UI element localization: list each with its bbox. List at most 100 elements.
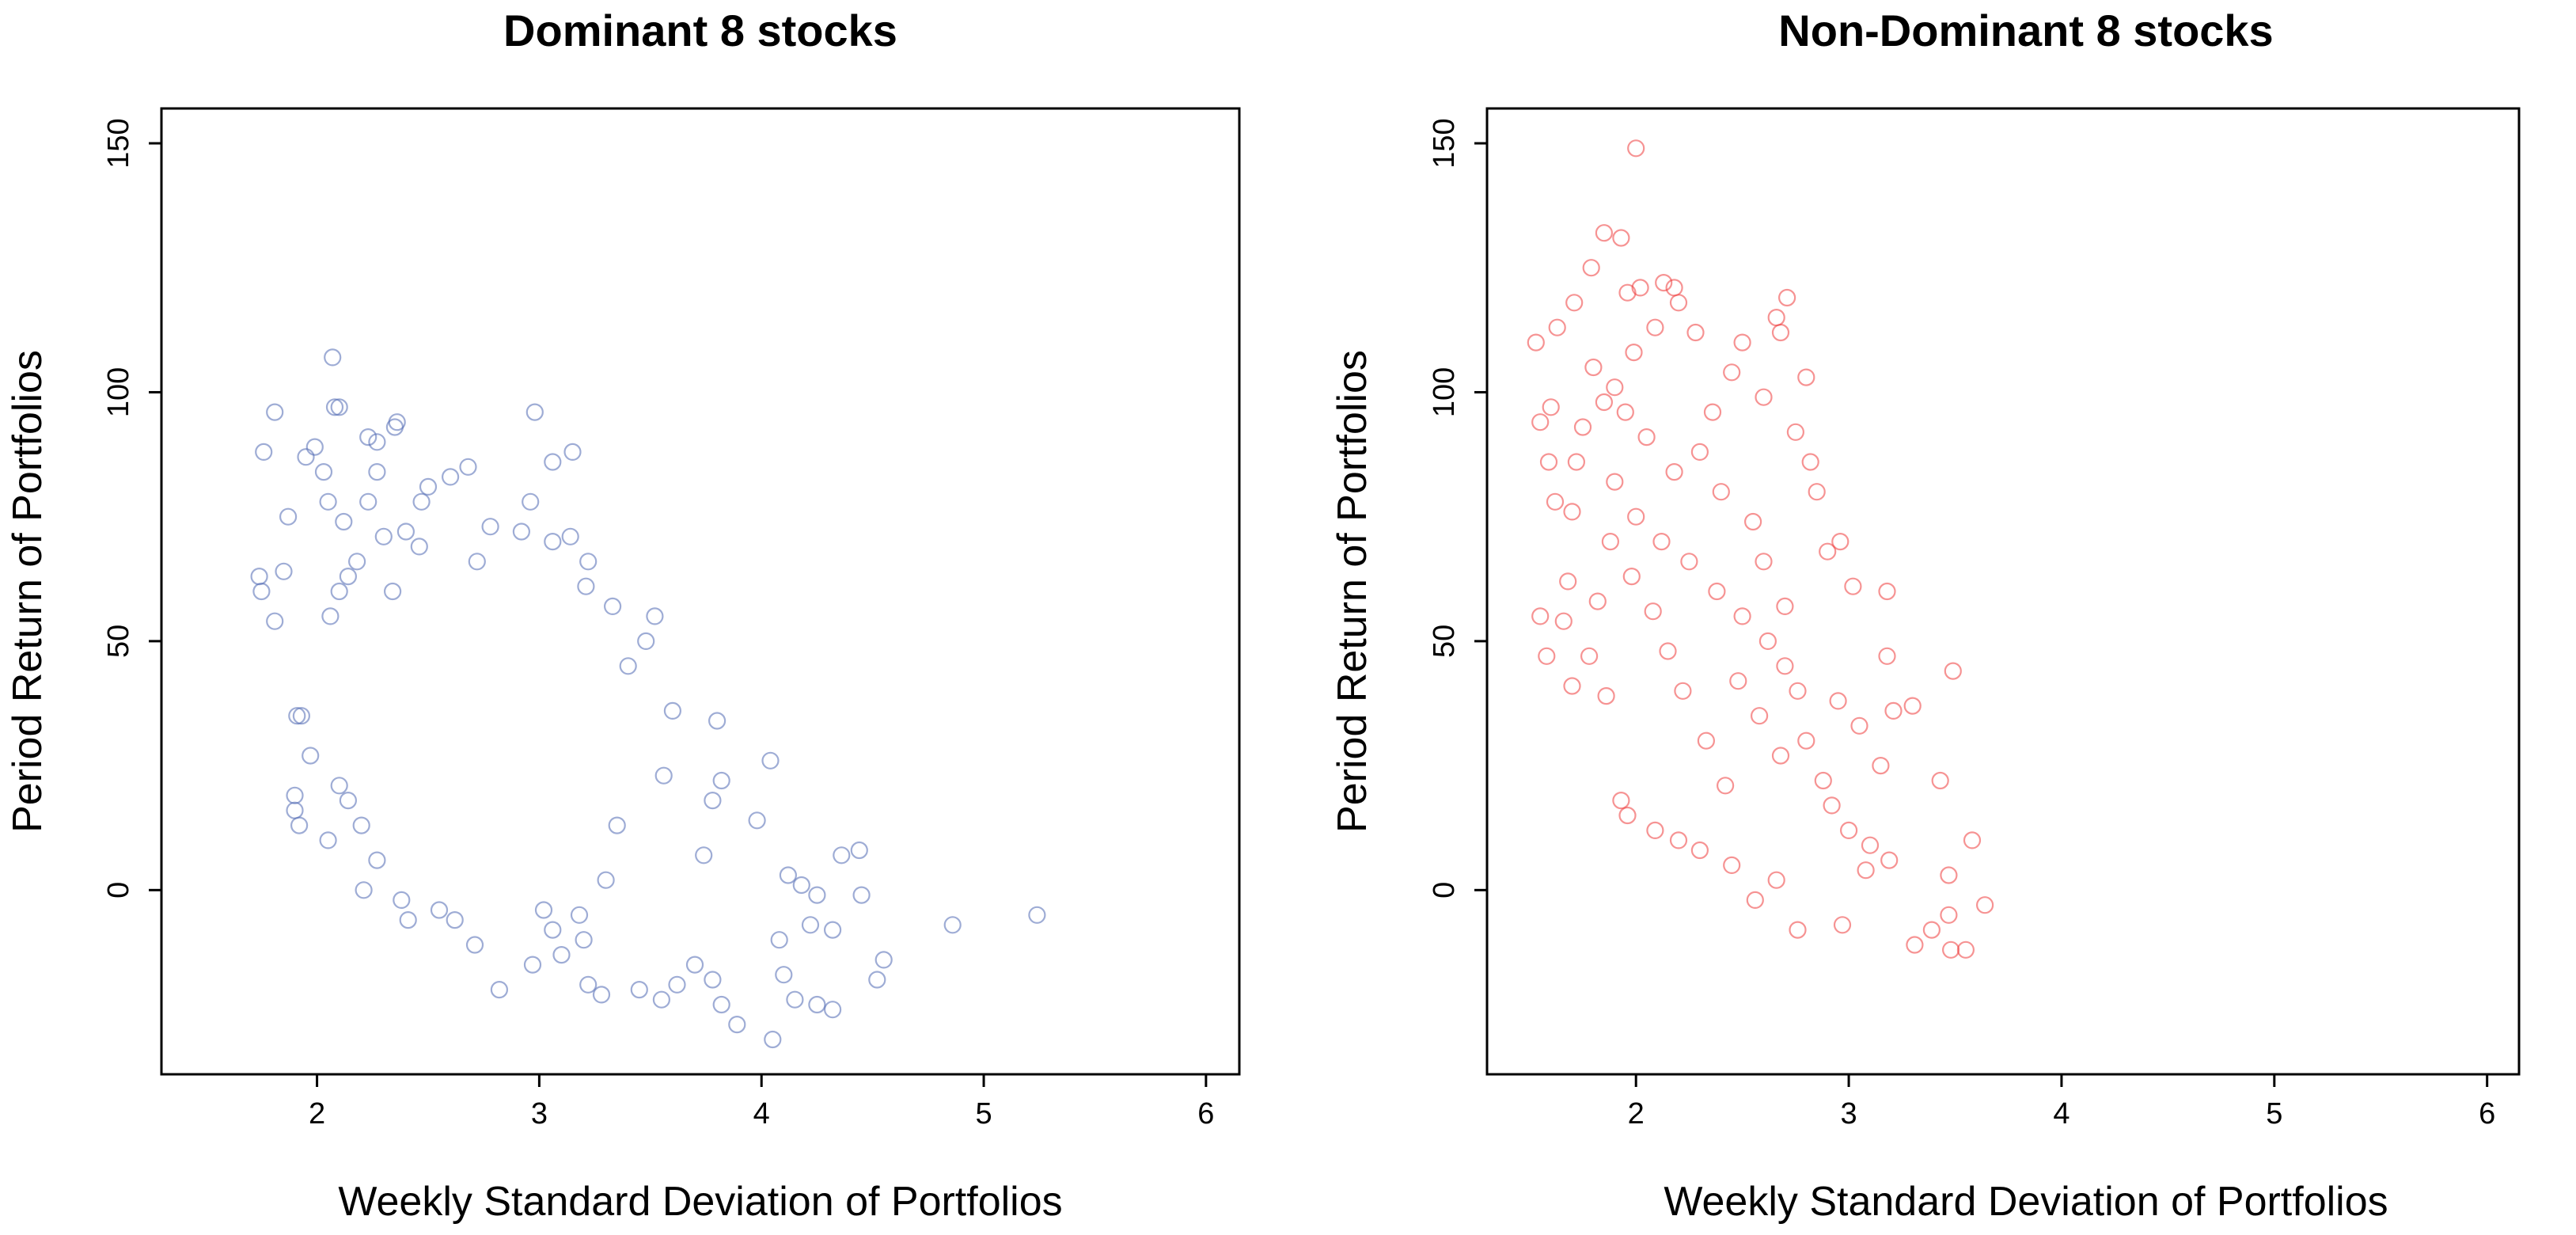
scatter-point (1690, 443, 1709, 462)
x-tick-label: 2 (1628, 1097, 1645, 1130)
scatter-point (352, 816, 370, 834)
scatter-point (608, 816, 626, 834)
x-tick-label: 4 (2053, 1097, 2070, 1130)
scatter-point (1573, 418, 1592, 436)
scatter-point (1963, 831, 1982, 849)
scatter-point (630, 980, 648, 999)
scatter-point (1655, 274, 1673, 292)
scatter-point (712, 995, 730, 1014)
y-tick-label: 0 (102, 882, 135, 899)
scatter-point (1616, 403, 1634, 421)
scatter-point (1567, 453, 1586, 471)
scatter-point (874, 951, 893, 969)
scatter-point (1733, 333, 1751, 352)
scatter-point (1665, 462, 1683, 481)
scatter-point (1942, 940, 1960, 959)
scatter-point (544, 532, 562, 551)
scatter-point (1884, 701, 1903, 720)
scatter-point (1767, 309, 1785, 327)
scatter-point (348, 553, 366, 571)
scatter-point (1631, 279, 1649, 297)
scatter-point (792, 876, 810, 895)
scatter-point (823, 1001, 842, 1019)
scatter-point (852, 886, 871, 904)
scatter-point (1956, 940, 1975, 959)
scatter-point (1618, 283, 1637, 302)
scatter-point (1674, 682, 1692, 700)
scatter-point (1588, 592, 1607, 610)
scatter-point (330, 582, 348, 601)
scatter-point (1976, 896, 1994, 914)
scatter-point (1622, 567, 1641, 586)
scatter-point (252, 582, 271, 601)
scatter-point (712, 771, 730, 790)
scatter-point (1582, 259, 1600, 277)
y-tick-label: 0 (1428, 882, 1461, 899)
scatter-point (808, 995, 826, 1014)
scatter-points (250, 348, 1046, 1049)
scatter-point (1751, 707, 1769, 725)
scatter-point (1625, 344, 1643, 362)
scatter-point (339, 791, 357, 810)
scatter-point (302, 747, 320, 765)
scatter-point (314, 462, 333, 481)
scatter-point (325, 398, 344, 416)
scatter-point (410, 538, 428, 556)
x-tick-label: 4 (753, 1097, 770, 1130)
scatter-point (1857, 861, 1875, 880)
scatter-point (1637, 428, 1656, 446)
scatter-point (459, 458, 477, 476)
scatter-point (1686, 323, 1705, 342)
scatter-point (1776, 597, 1794, 616)
scatter-point (1708, 582, 1726, 601)
scatter-point (603, 597, 622, 616)
scatter-point (1717, 777, 1735, 795)
plot-frame (1485, 107, 2521, 1076)
scatter-point (1729, 672, 1747, 690)
scatter-point (1542, 398, 1560, 416)
scatter-point (1563, 677, 1581, 695)
scatter-point (1755, 553, 1773, 571)
scatter-point (384, 582, 402, 601)
scatter-point (1878, 647, 1896, 665)
scatter-point (579, 975, 598, 994)
scatter-point (1697, 732, 1715, 750)
scatter-point (388, 413, 406, 431)
scatter-point (368, 462, 386, 481)
x-tick-label: 5 (975, 1097, 992, 1130)
scatter-point (1746, 891, 1764, 910)
scatter-point (1903, 697, 1922, 715)
scatter-point (1595, 224, 1614, 242)
scatter-point (374, 527, 393, 545)
scatter-point (779, 866, 798, 884)
scatter-point (1539, 453, 1558, 471)
scatter-point (646, 607, 664, 625)
scatter-point (761, 751, 780, 770)
scatter-point (1878, 582, 1896, 601)
scatter-point (368, 851, 386, 869)
scatter-point (1771, 747, 1790, 765)
y-tick-label: 100 (1428, 367, 1461, 417)
scatter-point (850, 841, 868, 860)
scatter-point (575, 931, 593, 949)
scatter-point (823, 921, 842, 939)
scatter-point (801, 916, 820, 934)
scatter-point (1669, 294, 1688, 312)
scatter-point (359, 428, 377, 446)
scatter-point (1861, 836, 1880, 854)
scatter-point (868, 971, 886, 989)
scatter-point (1703, 403, 1722, 421)
scatter-point (1565, 294, 1584, 312)
scatter-point (1829, 692, 1847, 710)
scatter-point (1789, 682, 1807, 700)
panel-dominant: Dominant 8 stocks Weekly Standard Deviat… (5, 6, 1241, 1225)
scatter-point (1819, 542, 1837, 560)
scatter-point (1652, 532, 1671, 551)
scatter-point (465, 936, 484, 954)
scatter-point (250, 567, 268, 586)
scatter-point (1627, 139, 1645, 158)
scatter-point (368, 433, 386, 451)
scatter-point (1627, 507, 1645, 526)
scatter-point (1940, 866, 1958, 884)
axis-ticks: 2 3 4 5 6 0 50 100 150 (102, 118, 1214, 1130)
